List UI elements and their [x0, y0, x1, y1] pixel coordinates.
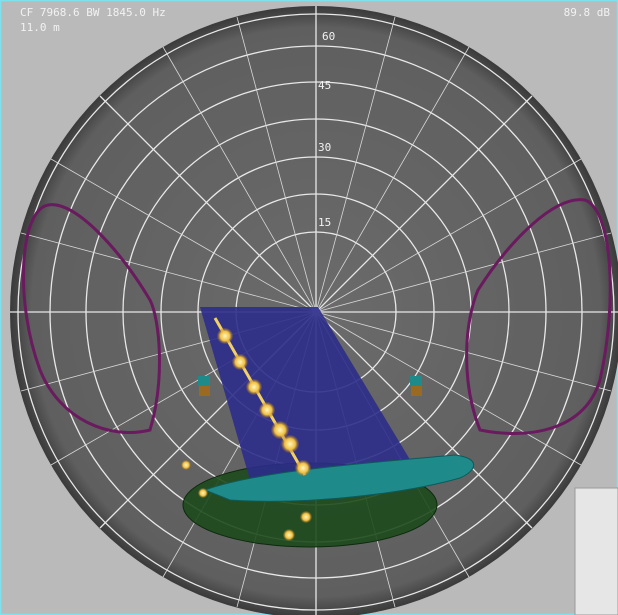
- side-panel: [574, 487, 618, 615]
- source-dots: [181, 328, 312, 541]
- ring-label: 45: [318, 79, 331, 92]
- directivity-loops: [21, 198, 612, 435]
- distance-readout: 11.0 m: [20, 21, 60, 34]
- ring-label: 60: [322, 30, 335, 43]
- sensor-markers: [198, 376, 422, 396]
- ring-label: 15: [318, 216, 331, 229]
- fin-surface: [200, 307, 412, 480]
- frequency-readout: CF 7968.6 BW 1845.0 Hz: [20, 6, 166, 19]
- level-readout: 89.8 dB: [564, 6, 611, 19]
- ring-label: 30: [318, 141, 331, 154]
